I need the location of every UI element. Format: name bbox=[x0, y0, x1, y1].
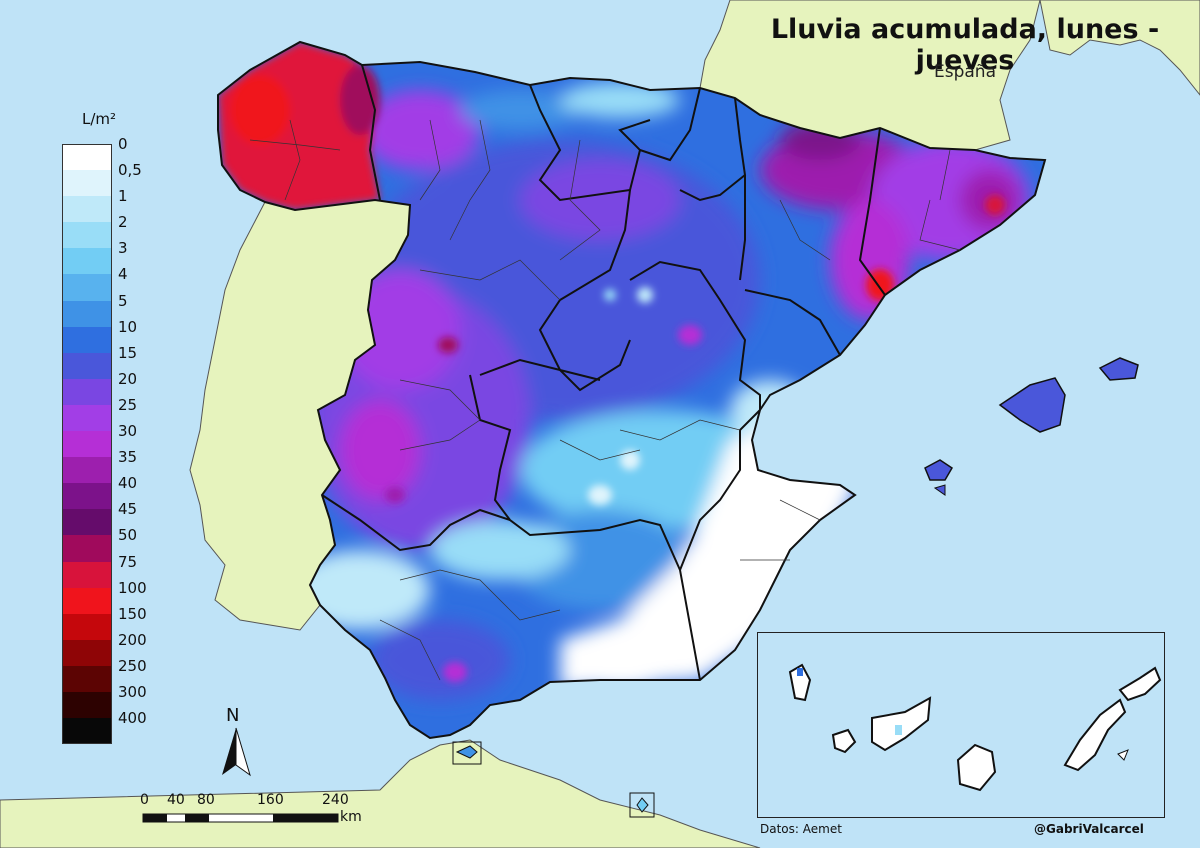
map-subtitle: España bbox=[934, 62, 996, 82]
legend-swatch bbox=[62, 170, 112, 197]
legend-unit: L/m² bbox=[82, 110, 117, 128]
legend-swatch bbox=[62, 613, 112, 640]
legend-item: 45 bbox=[62, 500, 202, 536]
scale-tick-label: 160 bbox=[257, 792, 284, 808]
legend-swatch bbox=[62, 431, 112, 458]
legend-swatch bbox=[62, 222, 112, 249]
legend-swatch bbox=[62, 378, 112, 405]
legend-swatch bbox=[62, 718, 112, 745]
legend-item: 15 bbox=[62, 344, 202, 379]
legend-label: 2 bbox=[118, 213, 128, 232]
legend-item: 300 bbox=[62, 683, 202, 719]
legend-swatch bbox=[62, 509, 112, 536]
scale-tick-label: 0 bbox=[140, 792, 149, 808]
legend: 0 0,5 1 2 3 4 5 10 15 20 25 30 35 40 45 50 75 100 150 200 25… bbox=[62, 135, 202, 745]
legend-label: 50 bbox=[118, 526, 138, 545]
legend-item: 10 bbox=[62, 318, 202, 353]
legend-label: 100 bbox=[118, 578, 147, 597]
scale-bar bbox=[142, 813, 339, 823]
legend-item: 35 bbox=[62, 448, 202, 484]
legend-label: 250 bbox=[118, 656, 147, 675]
legend-label: 15 bbox=[118, 343, 138, 362]
legend-label: 400 bbox=[118, 709, 147, 728]
legend-swatch bbox=[62, 300, 112, 327]
region-borders bbox=[217, 40, 1047, 740]
legend-swatch bbox=[62, 196, 112, 223]
legend-label: 75 bbox=[118, 552, 138, 571]
legend-swatch bbox=[62, 587, 112, 614]
legend-label: 10 bbox=[118, 317, 138, 336]
province-borders bbox=[249, 119, 961, 681]
legend-label: 20 bbox=[118, 369, 138, 388]
legend-item: 50 bbox=[62, 526, 202, 562]
legend-label: 35 bbox=[118, 448, 138, 467]
legend-swatch bbox=[62, 483, 112, 510]
legend-label: 300 bbox=[118, 682, 147, 701]
legend-label: 200 bbox=[118, 630, 147, 649]
legend-label: 45 bbox=[118, 500, 138, 519]
legend-item: 5 bbox=[62, 292, 202, 327]
legend-item: 0,5 bbox=[62, 161, 202, 197]
north-label: N bbox=[226, 705, 240, 726]
data-source: Datos: Aemet bbox=[760, 822, 842, 836]
legend-swatch bbox=[62, 665, 112, 692]
legend-item: 1 bbox=[62, 187, 202, 223]
legend-label: 40 bbox=[118, 474, 138, 493]
scale-unit: km bbox=[340, 809, 362, 825]
legend-label: 0 bbox=[118, 135, 128, 153]
legend-label: 150 bbox=[118, 604, 147, 623]
legend-swatch bbox=[62, 274, 112, 301]
legend-swatch bbox=[62, 535, 112, 562]
author-credit: @GabriValcarcel bbox=[1034, 822, 1144, 836]
map-title: Lluvia acumulada, lunes - jueves bbox=[770, 14, 1160, 76]
scale-tick-label: 240 bbox=[322, 792, 349, 808]
scale-tick-label: 80 bbox=[197, 792, 215, 808]
inset-frame bbox=[757, 632, 1165, 818]
legend-item: 100 bbox=[62, 579, 202, 614]
legend-label: 1 bbox=[118, 187, 128, 206]
legend-item: 400 bbox=[62, 709, 202, 745]
legend-item: 3 bbox=[62, 239, 202, 275]
legend-item: 250 bbox=[62, 657, 202, 692]
balearic-islands bbox=[924, 357, 1139, 496]
scale-labels: 0 40 80 160 240 bbox=[140, 792, 370, 812]
legend-swatch bbox=[62, 457, 112, 484]
legend-swatch bbox=[62, 144, 112, 171]
legend-label: 4 bbox=[118, 265, 128, 284]
legend-label: 30 bbox=[118, 422, 138, 441]
legend-item: 75 bbox=[62, 553, 202, 588]
legend-item: 150 bbox=[62, 605, 202, 640]
legend-item: 25 bbox=[62, 396, 202, 432]
legend-swatch bbox=[62, 691, 112, 719]
legend-swatch bbox=[62, 352, 112, 379]
legend-item: 40 bbox=[62, 474, 202, 510]
legend-label: 0,5 bbox=[118, 161, 142, 180]
ceuta-melilla bbox=[452, 741, 655, 818]
legend-label: 5 bbox=[118, 291, 128, 310]
legend-item: 200 bbox=[62, 631, 202, 666]
canary-islands-inset bbox=[757, 632, 1165, 818]
legend-item: 2 bbox=[62, 213, 202, 249]
scale-tick-label: 40 bbox=[167, 792, 185, 808]
legend-item: 20 bbox=[62, 370, 202, 405]
legend-swatch bbox=[62, 248, 112, 275]
legend-item: 30 bbox=[62, 422, 202, 458]
legend-label: 3 bbox=[118, 239, 128, 258]
legend-swatch bbox=[62, 561, 112, 588]
north-arrow bbox=[222, 727, 251, 777]
legend-label: 25 bbox=[118, 395, 138, 414]
legend-swatch bbox=[62, 639, 112, 666]
legend-swatch bbox=[62, 404, 112, 432]
legend-item: 4 bbox=[62, 265, 202, 301]
legend-swatch bbox=[62, 326, 112, 353]
legend-item: 0 bbox=[62, 135, 202, 171]
